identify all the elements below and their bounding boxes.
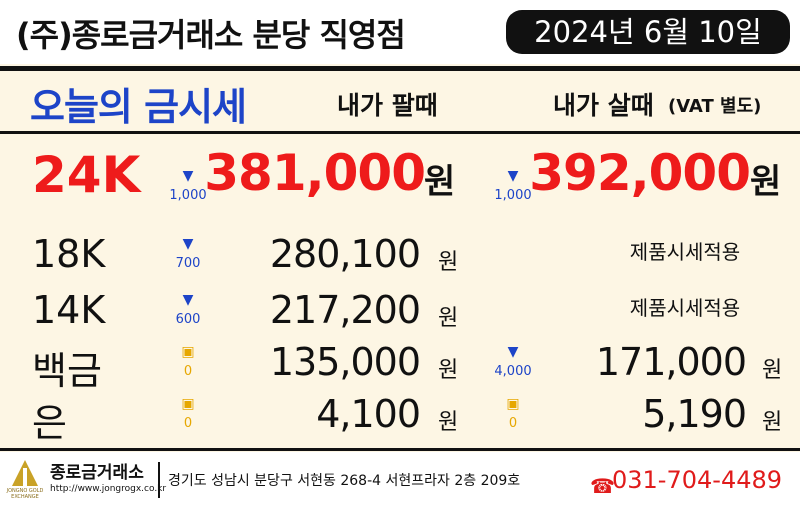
currency: 원 [762, 410, 783, 435]
divider [0, 448, 800, 451]
divider [0, 66, 800, 71]
currency: 원 [762, 358, 783, 383]
down-icon: ▼ [182, 292, 194, 308]
down-icon: ▼ [182, 168, 194, 184]
price-change: 4,000 [494, 364, 532, 379]
buy-note: 제품시세적용 [629, 296, 741, 320]
buy-price: 392,000 [529, 144, 751, 202]
website: http://www.jongrogx.co.kr [50, 484, 167, 494]
sell-price: 280,100 [269, 232, 421, 276]
currency: 원 [438, 410, 459, 435]
store-title: (주)종로금거래소 분당 직영점 [16, 16, 406, 54]
metal-name: 24K [32, 146, 141, 204]
down-icon: ▼ [182, 236, 194, 252]
metal-name: 14K [32, 288, 106, 332]
unchanged-icon: ▣ [506, 396, 520, 412]
sell-price: 217,200 [269, 288, 421, 332]
unchanged-icon: ▣ [181, 344, 195, 360]
vat-note: (VAT 별도) [668, 96, 762, 117]
price-change: 1,000 [494, 188, 532, 203]
price-change: 700 [175, 256, 201, 271]
date-badge: 2024년 6월 10일 [506, 10, 790, 54]
address: 경기도 성남시 분당구 서현동 268-4 서현프라자 2층 209호 [168, 473, 521, 489]
phone-icon: ☎ [590, 474, 615, 498]
phone[interactable]: 031-704-4489 [612, 466, 783, 494]
currency: 원 [438, 358, 459, 383]
price-change: 0 [183, 416, 193, 431]
down-icon: ▼ [507, 168, 519, 184]
price-change: 0 [508, 416, 518, 431]
separator [158, 462, 160, 498]
board-title: 오늘의 금시세 [30, 85, 247, 129]
buy-note: 제품시세적용 [629, 240, 741, 264]
currency: 원 [424, 162, 456, 202]
company-name: 종로금거래소 [50, 463, 144, 483]
column-header: 내가 팔때 [337, 91, 438, 120]
unchanged-icon: ▣ [181, 396, 195, 412]
down-icon: ▼ [507, 344, 519, 360]
buy-price: 5,190 [642, 392, 747, 436]
sell-price: 381,000 [204, 144, 426, 202]
buy-price: 171,000 [595, 340, 747, 384]
sell-price: 4,100 [316, 392, 421, 436]
price-change: 1,000 [169, 188, 207, 203]
metal-name: 18K [32, 232, 106, 276]
currency: 원 [750, 162, 782, 202]
metal-name: 은 [32, 401, 67, 445]
divider [0, 131, 800, 134]
logo-icon [12, 460, 38, 486]
logo-text: JONGNO GOLD EXCHANGE [6, 488, 44, 500]
metal-name: 백금 [32, 349, 102, 393]
price-change: 0 [183, 364, 193, 379]
footer: JONGNO GOLD EXCHANGE 종로금거래소 http://www.j… [0, 452, 800, 514]
price-change: 600 [175, 312, 201, 327]
currency: 원 [438, 250, 459, 275]
currency: 원 [438, 306, 459, 331]
column-header: 내가 살때 [553, 91, 654, 120]
sell-price: 135,000 [269, 340, 421, 384]
